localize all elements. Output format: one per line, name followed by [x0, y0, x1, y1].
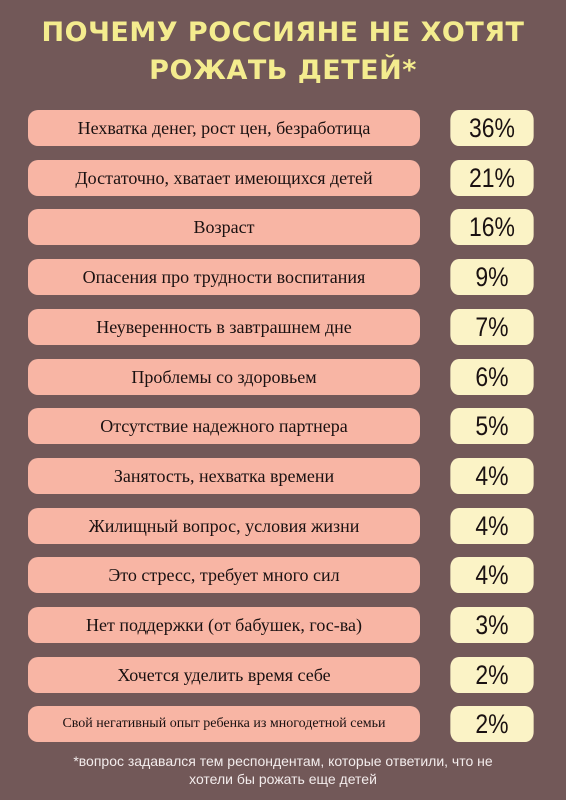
reason-label: Хочется уделить время себе [28, 657, 420, 693]
percent-value: 7% [450, 309, 534, 345]
percent-value: 16% [450, 209, 534, 245]
percent-value: 36% [450, 110, 534, 146]
reason-label: Отсутствие надежного партнера [28, 408, 420, 444]
chart-title: ПОЧЕМУ РОССИЯНЕ НЕ ХОТЯТ РОЖАТЬ ДЕТЕЙ* [0, 14, 566, 90]
percent-value: 4% [450, 458, 534, 494]
table-row: Хочется уделить время себе 2% [0, 657, 566, 693]
table-row: Жилищный вопрос, условия жизни 4% [0, 508, 566, 544]
percent-value: 5% [450, 408, 534, 444]
chart-title-line-2: РОЖАТЬ ДЕТЕЙ* [149, 55, 417, 86]
percent-value: 4% [450, 508, 534, 544]
reason-label: Неуверенность в завтрашнем дне [28, 309, 420, 345]
percent-value: 4% [450, 557, 534, 593]
reason-label: Достаточно, хватает имеющихся детей [28, 160, 420, 196]
percent-value: 2% [450, 657, 534, 693]
percent-value: 6% [450, 359, 534, 395]
percent-value: 2% [450, 706, 534, 742]
table-row: Отсутствие надежного партнера 5% [0, 408, 566, 444]
reason-label: Нет поддержки (от бабушек, гос-ва) [28, 607, 420, 643]
percent-value: 9% [450, 259, 534, 295]
footnote: *вопрос задавался тем респондентам, кото… [20, 752, 546, 788]
reason-label: Занятость, нехватка времени [28, 458, 420, 494]
table-row: Это стресс, требует много сил 4% [0, 557, 566, 593]
reason-label: Жилищный вопрос, условия жизни [28, 508, 420, 544]
table-row: Занятость, нехватка времени 4% [0, 458, 566, 494]
table-row: Нехватка денег, рост цен, безработица 36% [0, 110, 566, 146]
reason-label: Нехватка денег, рост цен, безработица [28, 110, 420, 146]
table-row: Нет поддержки (от бабушек, гос-ва) 3% [0, 607, 566, 643]
table-row: Опасения про трудности воспитания 9% [0, 259, 566, 295]
reasons-table: Нехватка денег, рост цен, безработица 36%… [0, 110, 566, 742]
footnote-line-2: хотели бы рожать еще детей [189, 771, 377, 787]
percent-value: 3% [450, 607, 534, 643]
table-row: Свой негативный опыт ребенка из многодет… [0, 706, 566, 742]
reason-label: Возраст [28, 209, 420, 245]
reason-label: Опасения про трудности воспитания [28, 259, 420, 295]
chart-title-line-1: ПОЧЕМУ РОССИЯНЕ НЕ ХОТЯТ [41, 17, 525, 48]
reason-label: Это стресс, требует много сил [28, 557, 420, 593]
reason-label: Свой негативный опыт ребенка из многодет… [28, 706, 420, 742]
table-row: Достаточно, хватает имеющихся детей 21% [0, 160, 566, 196]
footnote-line-1: *вопрос задавался тем респондентам, кото… [73, 753, 493, 769]
table-row: Неуверенность в завтрашнем дне 7% [0, 309, 566, 345]
table-row: Возраст 16% [0, 209, 566, 245]
reason-label: Проблемы со здоровьем [28, 359, 420, 395]
percent-value: 21% [450, 160, 534, 196]
table-row: Проблемы со здоровьем 6% [0, 359, 566, 395]
